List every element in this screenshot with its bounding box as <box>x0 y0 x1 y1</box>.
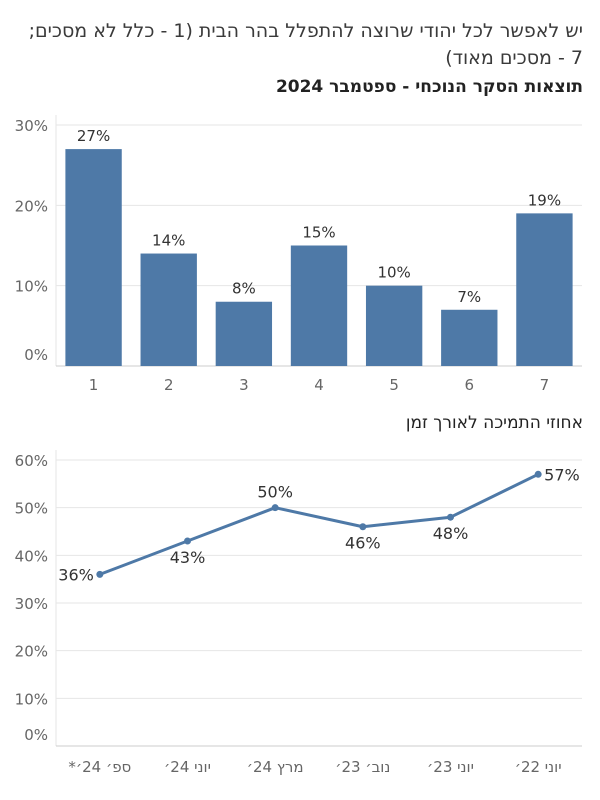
chart-title: יש לאפשר לכל יהודי שרוצה להתפלל בהר הבית… <box>28 20 583 69</box>
line-point <box>96 570 104 578</box>
bar-value-label: 7% <box>457 288 481 306</box>
bar-x-tick-label: 6 <box>465 376 475 394</box>
bar-x-tick-label: 7 <box>540 376 550 394</box>
line-value-label: 43% <box>170 548 206 567</box>
line-y-tick-label: 60% <box>15 452 48 470</box>
bar <box>65 149 122 366</box>
bar-value-label: 10% <box>377 264 410 282</box>
bar <box>365 285 423 366</box>
line-y-tick-label: 50% <box>15 500 48 518</box>
chart-header: יש לאפשר לכל יהודי שרוצה להתפלל בהר הבית… <box>13 18 583 98</box>
bar-value-label: 8% <box>232 280 256 298</box>
line-chart-title: אחוזי התמיכה לאורך זמן <box>405 413 583 433</box>
line-value-label: 46% <box>345 534 381 553</box>
bar-x-tick-label: 2 <box>164 376 174 394</box>
bar <box>290 245 348 366</box>
line-point <box>447 513 454 521</box>
line-x-tick-label: יוני 23׳ <box>427 758 474 776</box>
line-point <box>184 537 191 545</box>
bar-chart: 0% 10% 20% 30% 27% 1 14% 2 8% 3 15% 4 10% 5 7% 6 19% 7 <box>15 115 582 394</box>
bar-x-tick-label: 1 <box>89 376 99 394</box>
line-x-tick-label: יוני 24׳ <box>164 758 211 776</box>
line-x-tick-label: נוב׳ 23׳ <box>335 758 390 776</box>
bar-x-tick-label: 5 <box>389 376 399 394</box>
bar-x-tick-label: 3 <box>239 376 249 394</box>
bar-value-label: 14% <box>152 232 185 250</box>
bar-value-label: 19% <box>528 191 561 209</box>
bar-y-tick-label: 10% <box>15 278 48 296</box>
line-x-tick-label: יוני 22׳ <box>515 758 562 776</box>
line-value-label: 57% <box>544 465 580 484</box>
line-x-tick-label: מרץ 24׳ <box>247 758 304 776</box>
line-y-tick-label: 0% <box>24 726 48 744</box>
bar-y-tick-label: 0% <box>24 346 48 364</box>
line-value-label: 50% <box>257 483 293 502</box>
line-value-label: 48% <box>433 524 469 543</box>
bar-value-label: 27% <box>77 127 110 145</box>
bar <box>516 213 573 366</box>
line-x-tick-label: ספ׳ 24׳* <box>68 758 131 776</box>
line-point <box>534 470 542 478</box>
line-y-tick-label: 20% <box>15 643 48 661</box>
line-y-tick-label: 40% <box>15 547 48 565</box>
bar <box>215 301 273 366</box>
chart-subtitle: תוצאות הסקר הנוכחי - ספטמבר 2024 <box>275 77 583 97</box>
line-point <box>359 523 367 531</box>
bar-y-tick-label: 20% <box>15 197 48 215</box>
line-value-label: 36% <box>58 565 94 584</box>
bar-value-label: 15% <box>302 224 335 242</box>
line-y-tick-label: 10% <box>15 690 48 708</box>
bar <box>441 309 498 366</box>
bar <box>140 253 197 366</box>
line-series <box>99 472 539 576</box>
bar-x-tick-label: 4 <box>314 376 324 394</box>
line-point <box>271 504 279 512</box>
line-y-tick-label: 30% <box>15 595 48 613</box>
bar-y-tick-label: 30% <box>15 117 48 135</box>
